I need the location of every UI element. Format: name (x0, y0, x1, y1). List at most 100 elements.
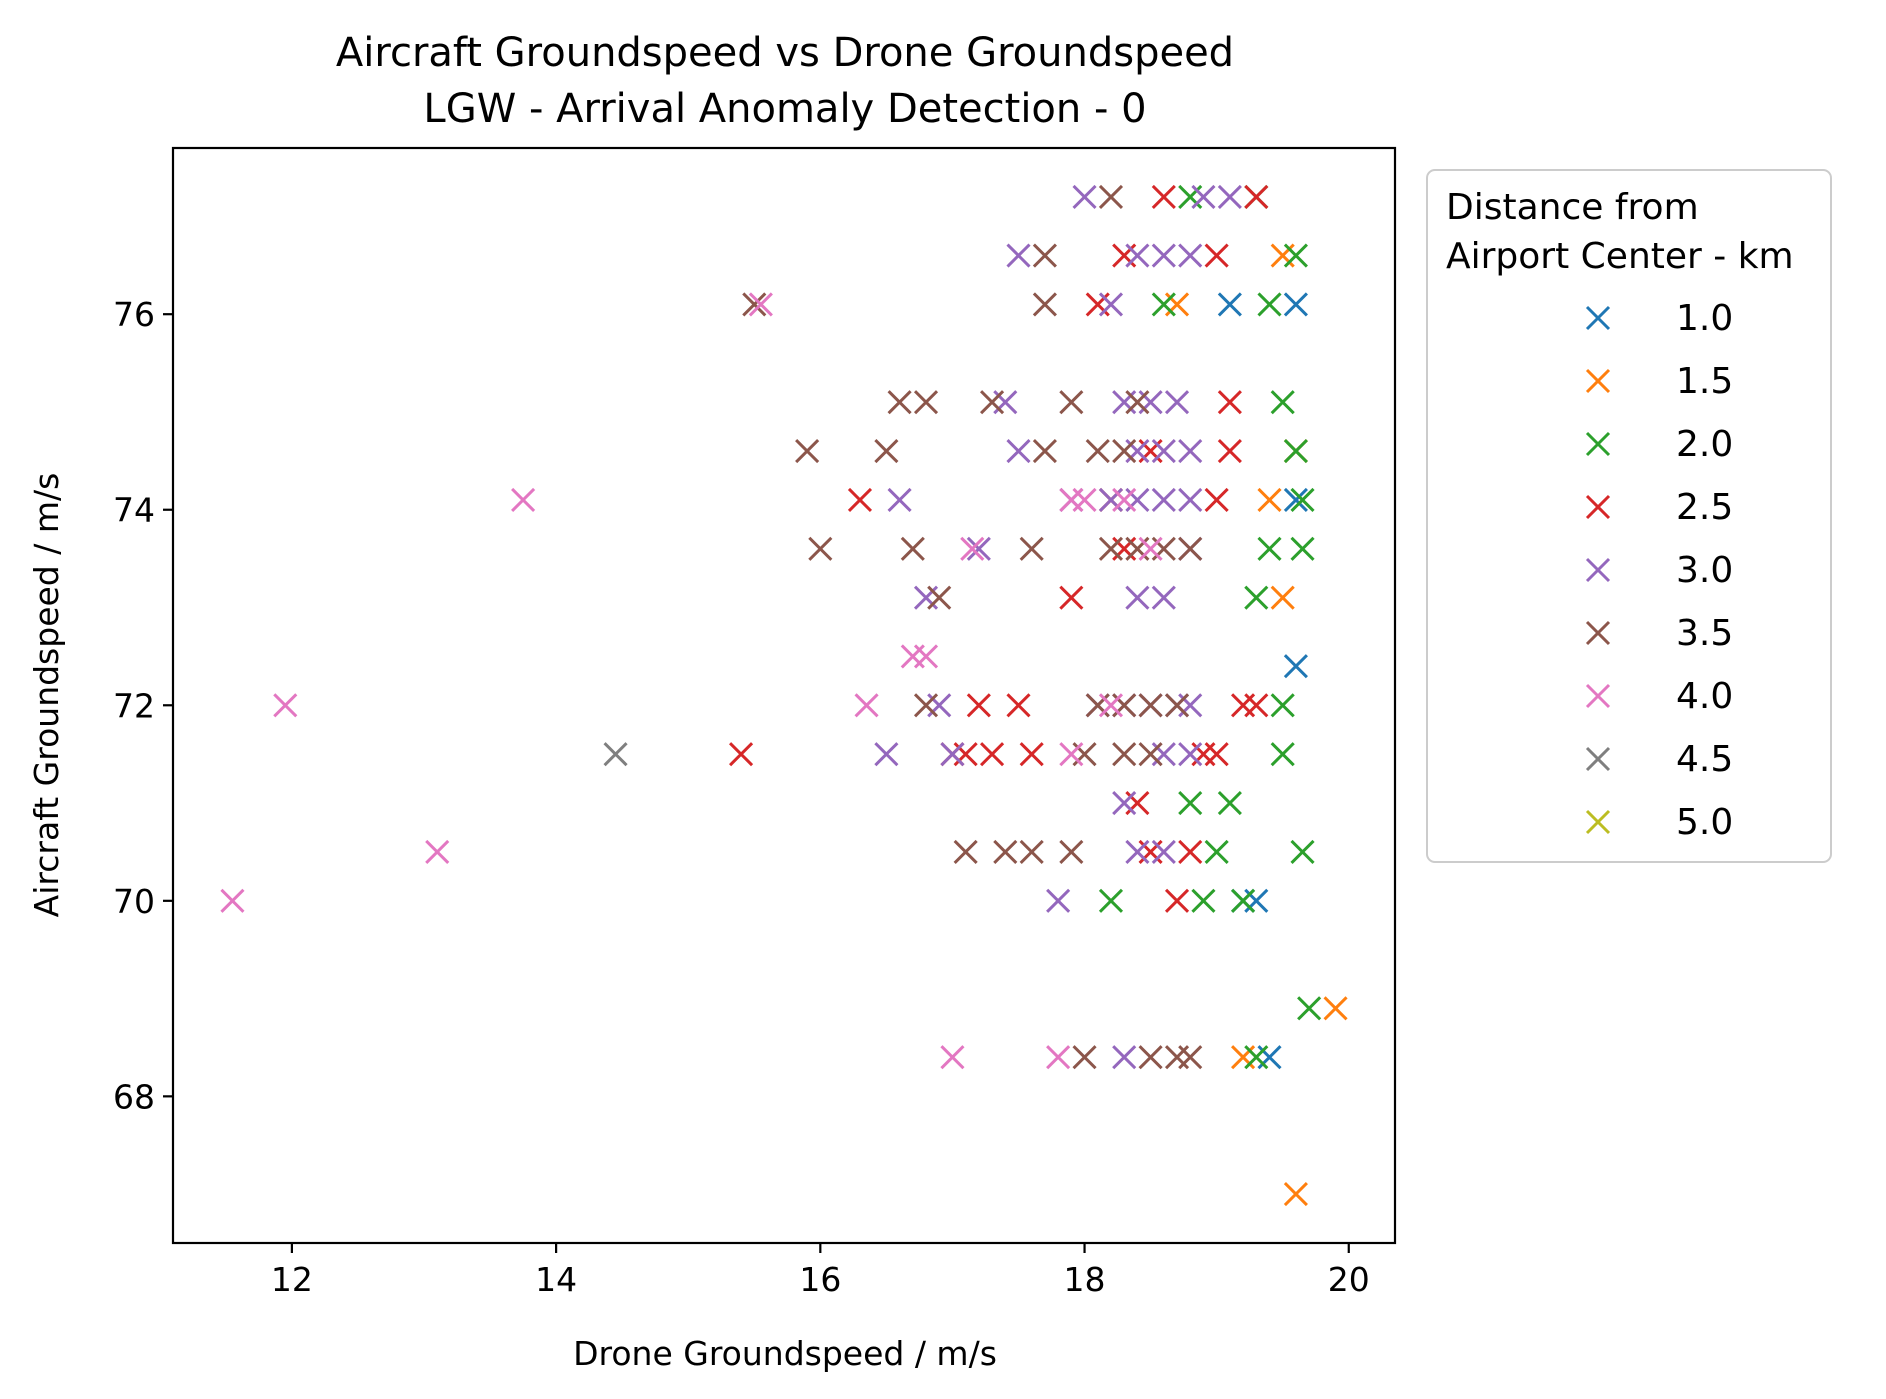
data-point (953, 742, 978, 767)
data-point (1231, 1045, 1256, 1070)
data-point (1138, 839, 1163, 864)
y-tick-label: 70 (113, 882, 155, 921)
data-point (993, 390, 1018, 415)
data-point (1217, 184, 1242, 209)
legend-marker (1585, 494, 1611, 520)
data-point (1178, 693, 1203, 718)
data-point (1032, 243, 1057, 268)
data-point (1244, 184, 1269, 209)
data-point (1297, 996, 1322, 1021)
data-point (1323, 996, 1348, 1021)
data-point (1046, 1045, 1071, 1070)
data-point (1112, 390, 1137, 415)
legend-label: 3.5 (1676, 613, 1733, 654)
data-point (1151, 243, 1176, 268)
data-point (1072, 487, 1097, 513)
legend-entry-5.0: 5.0 (1585, 802, 1733, 843)
data-point (1204, 487, 1229, 513)
data-point (887, 487, 912, 513)
data-point (1112, 487, 1137, 513)
data-point (1270, 742, 1295, 767)
data-point (511, 487, 536, 513)
data-point (847, 487, 873, 513)
data-point (1112, 439, 1137, 464)
data-point (1283, 654, 1308, 679)
legend-marker (1585, 431, 1611, 457)
data-point (1178, 243, 1203, 268)
data-point (795, 439, 820, 464)
y-tick-label: 74 (113, 491, 155, 530)
x-tick-label: 14 (535, 1260, 577, 1299)
legend: Distance from Airport Center - km 1.0 1.5… (1426, 169, 1832, 863)
data-point (1125, 439, 1150, 464)
data-point (1112, 693, 1137, 718)
data-point (1270, 693, 1295, 718)
legend-marker (1585, 620, 1611, 646)
data-point (1257, 1045, 1282, 1070)
data-point (1283, 1182, 1308, 1207)
data-point (1112, 790, 1137, 816)
chart-title: Aircraft Groundspeed vs Drone Groundspee… (336, 30, 1234, 76)
data-point (1191, 888, 1216, 913)
data-point (1151, 585, 1176, 610)
data-point (1178, 184, 1203, 209)
legend-label: 4.0 (1676, 676, 1733, 717)
data-point (1098, 487, 1124, 513)
data-point (1098, 693, 1124, 718)
legend-entry-2.0: 2.0 (1585, 424, 1733, 465)
data-point (1290, 487, 1315, 513)
series-3.0 (874, 184, 1242, 1070)
data-point (1283, 292, 1308, 317)
data-point (1178, 790, 1203, 816)
data-point (927, 693, 952, 718)
data-point (854, 693, 879, 718)
data-point (1270, 585, 1295, 610)
series-4.5 (603, 742, 628, 767)
data-point (273, 693, 298, 718)
data-point (1059, 839, 1084, 864)
legend-label: 2.5 (1676, 487, 1733, 528)
data-point (900, 536, 925, 561)
data-point (808, 536, 833, 561)
legend-marker (1585, 368, 1611, 394)
series-4.0 (220, 292, 1163, 1070)
legend-title-line-1: Distance from (1446, 187, 1699, 228)
data-point (1059, 390, 1084, 415)
data-point (913, 585, 939, 610)
data-point (1046, 888, 1071, 913)
data-point (1125, 487, 1150, 513)
data-point (966, 536, 991, 561)
data-point (980, 390, 1005, 415)
data-point (1151, 839, 1176, 864)
data-point (1164, 292, 1190, 317)
data-point (1244, 888, 1269, 913)
data-point (1125, 585, 1150, 610)
data-point (940, 1045, 965, 1070)
data-point (1072, 742, 1097, 767)
data-point (1191, 184, 1216, 209)
data-point (603, 742, 628, 767)
x-axis-label: Drone Groundspeed / m/s (573, 1334, 997, 1373)
data-point (1151, 742, 1176, 767)
data-point (940, 742, 965, 767)
y-tick-label: 68 (113, 1077, 155, 1116)
data-point (748, 292, 773, 317)
data-point (1290, 839, 1315, 864)
data-point (1151, 487, 1176, 513)
data-point (960, 536, 985, 561)
data-point (1217, 292, 1242, 317)
legend-label: 2.0 (1676, 424, 1733, 465)
data-point (1085, 292, 1110, 317)
legend-entry-2.5: 2.5 (1585, 487, 1733, 528)
legend-label: 1.0 (1676, 298, 1733, 339)
legend-label: 3.0 (1676, 550, 1733, 591)
legend-box (1426, 169, 1832, 863)
data-point (1019, 536, 1044, 561)
data-point (1006, 243, 1031, 268)
legend-marker (1585, 746, 1611, 772)
data-point (1098, 184, 1124, 209)
legend-marker (1585, 557, 1611, 583)
data-point (1217, 790, 1242, 816)
data-point (1164, 1045, 1190, 1070)
data-point (1164, 888, 1190, 913)
